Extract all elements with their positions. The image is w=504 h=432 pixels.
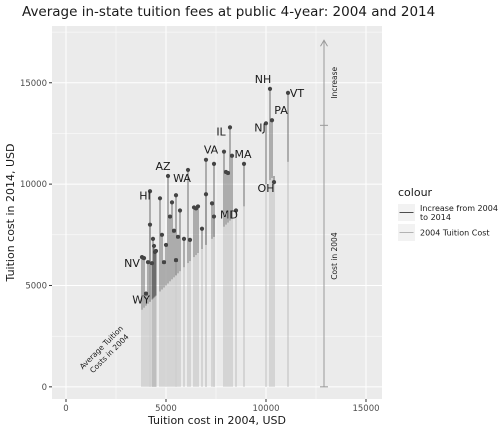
state-label-vt: VT (290, 87, 305, 100)
data-point (267, 86, 273, 91)
state-label-wy: WY (132, 294, 150, 307)
state-label-pa: PA (274, 104, 288, 117)
state-label-nj: NJ (254, 121, 265, 134)
data-point (173, 193, 179, 198)
x-tick-label: 0 (63, 404, 68, 414)
data-point (241, 161, 247, 166)
base-segments (141, 161, 289, 387)
legend-title: colour (398, 186, 433, 199)
data-point (141, 256, 147, 261)
arrow-increase-label: Increase (330, 67, 339, 99)
x-axis: 0 5000 10000 15000 (63, 399, 380, 414)
data-point (149, 261, 155, 266)
chart-title: Average in-state tuition fees at public … (22, 4, 435, 20)
data-point (195, 204, 201, 209)
points (139, 86, 291, 296)
data-point (163, 242, 169, 248)
state-label-nh: NH (255, 73, 272, 86)
y-tick-label: 15000 (20, 79, 47, 89)
state-label-hi: HI (139, 189, 151, 202)
y-tick-label: 10000 (20, 180, 47, 190)
legend-label-line-2: to 2014 (420, 213, 451, 222)
x-tick-label: 15000 (352, 404, 379, 414)
data-point (173, 258, 179, 263)
data-point (167, 214, 173, 219)
data-point (229, 153, 235, 158)
data-point (151, 243, 157, 249)
data-point (169, 200, 175, 205)
data-point (203, 192, 209, 197)
legend-label-line-1: Increase from 2004 (420, 204, 498, 213)
data-point (221, 149, 227, 154)
arrow-base-label: Cost in 2004 (330, 232, 339, 280)
data-point (157, 196, 163, 201)
data-point (185, 167, 191, 173)
data-point (150, 236, 156, 241)
data-point (233, 208, 239, 213)
arrow-head (320, 39, 328, 47)
y-axis-title: Tuition cost in 2014, USD (4, 144, 17, 283)
data-point (159, 232, 165, 237)
data-point (199, 226, 205, 231)
data-point (227, 125, 233, 130)
data-point (165, 173, 171, 179)
data-point (153, 248, 159, 254)
plot-panel (52, 26, 382, 399)
data-point (211, 214, 217, 219)
data-point (285, 90, 291, 95)
x-tick-label: 5000 (155, 404, 177, 414)
x-tick-label: 10000 (252, 404, 279, 414)
data-point (175, 234, 181, 239)
state-label-il: IL (216, 125, 226, 138)
data-point (225, 170, 231, 176)
data-point (203, 157, 209, 162)
data-point (147, 189, 153, 194)
data-point (187, 237, 193, 242)
data-point (211, 161, 217, 166)
data-point (269, 118, 275, 123)
y-tick-label: 5000 (25, 281, 47, 291)
data-point (263, 121, 269, 126)
state-label-wa: WA (173, 172, 191, 185)
y-axis: 0 5000 10000 15000 (20, 79, 52, 393)
data-point (143, 291, 149, 296)
state-label-ma: MA (234, 148, 251, 161)
state-label-md: MD (220, 209, 238, 222)
data-point (161, 260, 167, 265)
grid-minor (52, 26, 382, 399)
legend-label: 2004 Tuition Cost (420, 229, 490, 238)
state-label-va: VA (204, 144, 219, 157)
y-tick-label: 0 (42, 383, 47, 393)
data-point (177, 208, 183, 213)
data-point (271, 179, 277, 185)
state-label-nv: NV (124, 257, 140, 270)
state-label-oh: OH (258, 182, 275, 195)
data-point (145, 260, 151, 265)
data-point (181, 236, 187, 241)
state-label-az: AZ (155, 160, 171, 173)
x-axis-title: Tuition cost in 2004, USD (147, 414, 286, 427)
data-point (171, 228, 177, 233)
data-point (209, 201, 215, 206)
increase-arrow (320, 39, 328, 388)
data-point (147, 222, 153, 227)
